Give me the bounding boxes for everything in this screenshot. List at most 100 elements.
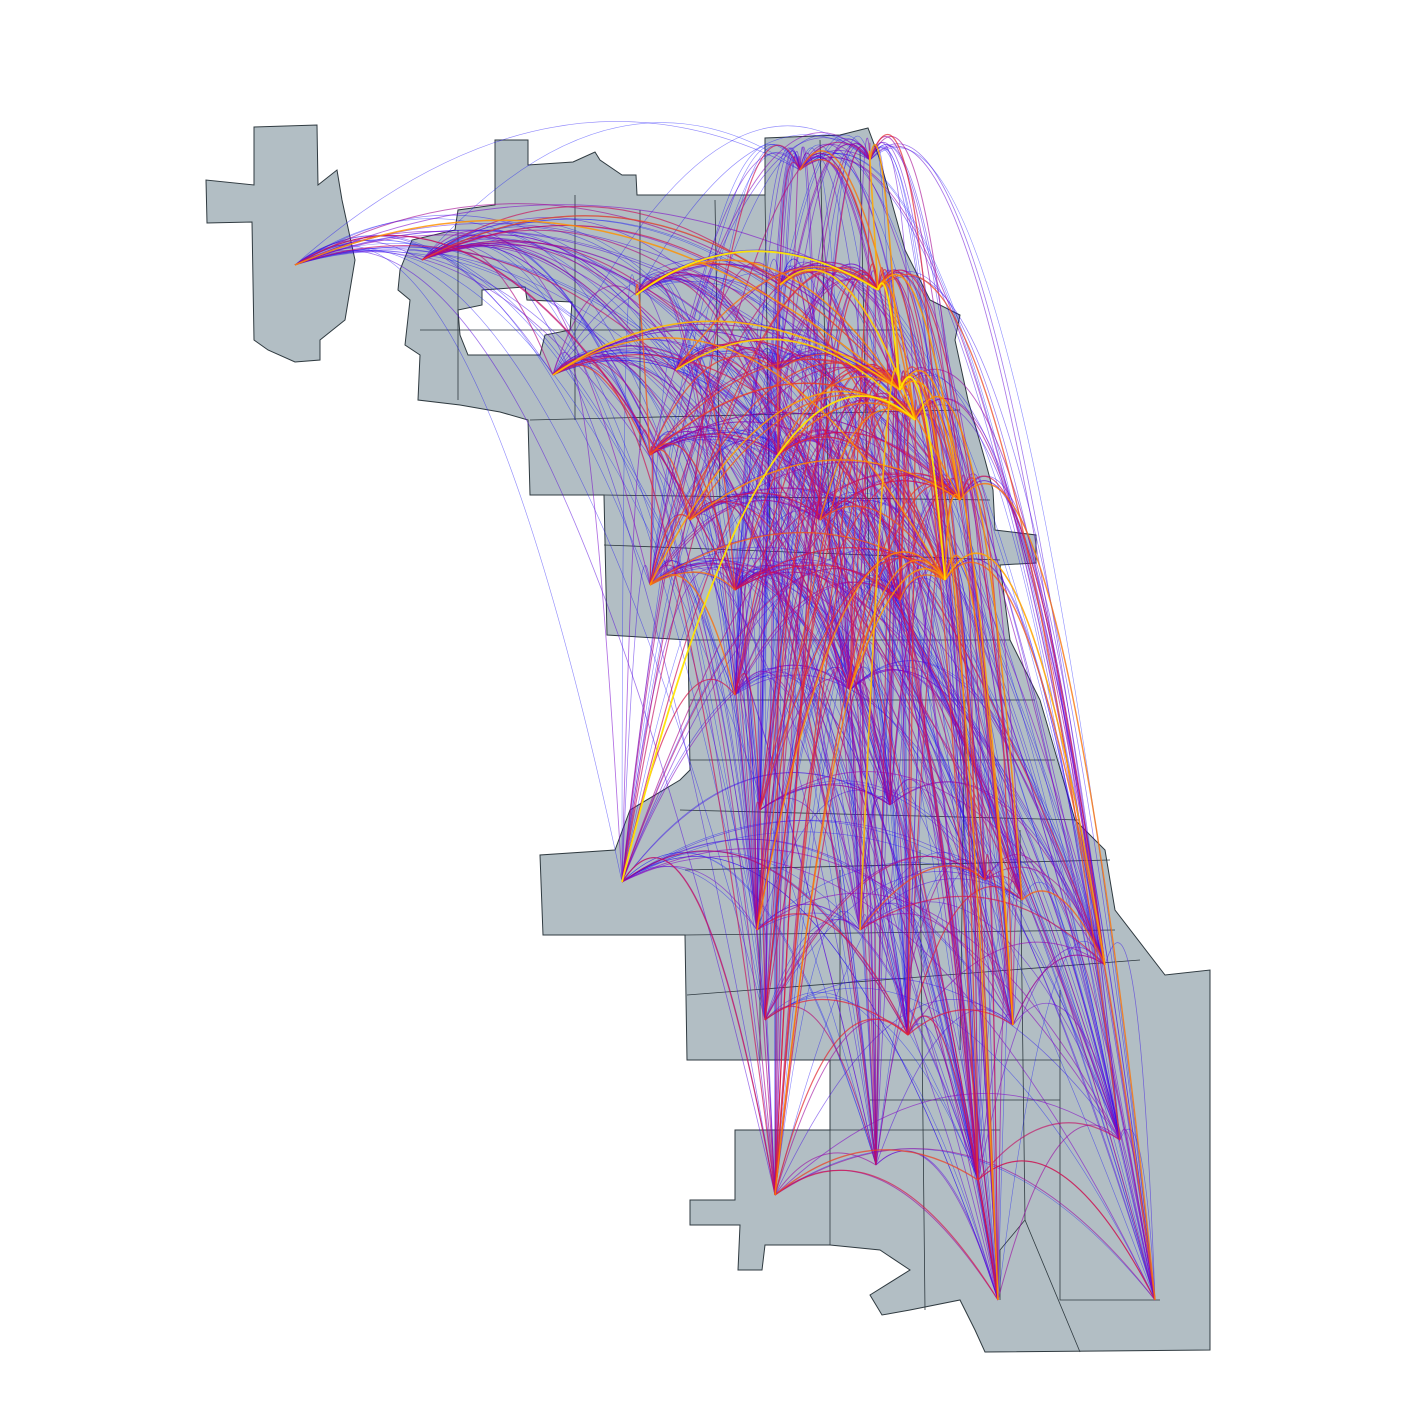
flow-arc [421, 224, 961, 501]
flow-arc [774, 910, 861, 1196]
flow-arc [774, 402, 916, 1196]
flow-arc [777, 143, 871, 371]
flow-arc [734, 138, 871, 696]
flow-arc [621, 274, 637, 883]
flow-arc [764, 996, 979, 1181]
flow-arc [421, 242, 909, 1036]
flow-arc [421, 226, 821, 521]
flow-arc [734, 567, 758, 931]
flow-arc [774, 1152, 877, 1196]
flow-arc [899, 373, 979, 1181]
flow-arc [675, 338, 916, 421]
flow-arc [774, 1148, 1156, 1301]
flow-arc [759, 557, 946, 811]
flow-arc [621, 151, 801, 883]
flow-arc [734, 670, 877, 1166]
flow-arc [764, 399, 916, 1021]
flow-arc [552, 353, 736, 591]
flow-arc [799, 159, 879, 291]
flow-arc [899, 574, 946, 601]
flow-arc [421, 246, 999, 1301]
flow-arc [734, 369, 901, 591]
flow-arcs [294, 121, 1156, 1301]
flow-arc [294, 251, 1156, 1301]
flow-arc [907, 1015, 999, 1301]
flow-arc [421, 234, 651, 456]
flow-arc [756, 348, 779, 931]
flow-arc [759, 472, 961, 811]
flow-arc [294, 204, 879, 291]
flow-arc [421, 245, 554, 376]
flow-arc [777, 436, 946, 581]
flow-arc [756, 892, 1121, 1141]
flow-arc [621, 772, 891, 883]
flow-arc [877, 282, 901, 391]
flow-arc [907, 399, 917, 1036]
flow-arc [764, 667, 851, 1021]
flow-arc [421, 244, 877, 1166]
flow-arc [849, 666, 909, 1036]
flow-arc [984, 869, 1014, 1026]
flow-arc [959, 475, 1106, 966]
flow-arc [774, 1018, 909, 1196]
flow-arc [759, 678, 851, 811]
flow-arc [294, 249, 877, 1166]
flow-arc [421, 242, 766, 1021]
flow-arc [621, 856, 999, 1301]
flow-arc [621, 395, 916, 883]
flow-arc [621, 820, 986, 883]
excluded-area [457, 286, 573, 356]
flow-arc [294, 121, 801, 266]
flow-arc [869, 136, 961, 501]
flow-arc [849, 263, 879, 691]
flow-arc [552, 285, 637, 376]
flow-arc [635, 250, 879, 296]
district [205, 124, 356, 363]
flow-arc [959, 482, 1156, 1301]
flow-arc [944, 554, 1014, 1026]
flow-arc [764, 987, 1156, 1301]
flow-arc [849, 665, 1121, 1141]
flow-arc [635, 275, 758, 931]
flow-arc [675, 343, 851, 691]
flow-arc [756, 903, 979, 1181]
flow-arc [869, 143, 901, 391]
flow-arc [621, 141, 871, 883]
flow-arc [675, 137, 871, 371]
flow-arc [977, 1160, 1156, 1301]
flow-arc [421, 234, 651, 456]
flow-arc [777, 138, 871, 456]
flow-arc [859, 367, 901, 931]
flow-arc [649, 445, 653, 586]
flow-arc [984, 853, 999, 1301]
flow-arc [294, 203, 781, 286]
flow-arc [877, 273, 961, 501]
flow-arc [819, 408, 916, 521]
flow-arc [774, 559, 946, 1196]
flow-arc [649, 262, 781, 586]
flow-arc [649, 513, 691, 586]
flow-arc [294, 243, 891, 806]
flow-arc [877, 273, 1121, 1141]
flow-arc [764, 919, 861, 1021]
flow-arc [635, 272, 891, 806]
flow-arc [759, 500, 821, 811]
flow-arc [959, 477, 1014, 1026]
flow-arc [734, 438, 779, 696]
flow-arc [849, 669, 1156, 1301]
flow-arc [1021, 890, 1106, 966]
flow-arc [294, 214, 637, 296]
flow-arc [944, 552, 1106, 966]
flow-arc [649, 132, 871, 456]
flow-arc [649, 571, 736, 591]
flow-arc [421, 122, 801, 261]
flow-arc [421, 229, 691, 521]
flow-arc [959, 475, 1106, 966]
flow-arc [734, 134, 871, 591]
flow-arc [1012, 954, 1106, 1026]
flow-arc [734, 445, 779, 591]
flow-arc [734, 147, 801, 696]
flow-arc [764, 271, 879, 1021]
